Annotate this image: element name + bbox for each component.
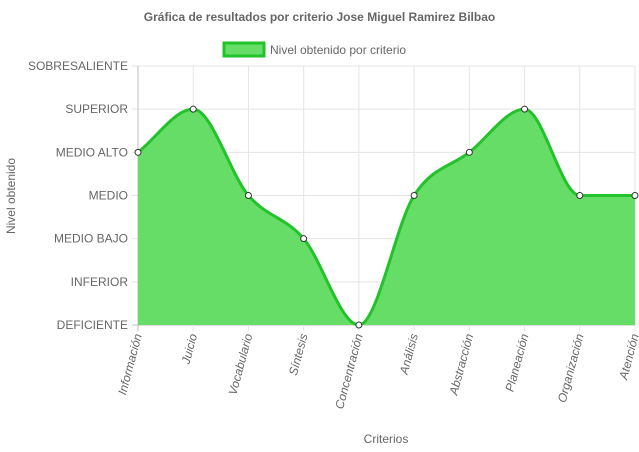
data-point-7[interactable] [521,105,529,113]
y-tick-label: MEDIO BAJO [54,232,128,246]
y-tick-label: SOBRESALIENTE [28,59,128,73]
x-tick-label: Organización [555,332,587,404]
y-tick-label: SUPERIOR [65,102,128,116]
y-axis-title: Nivel obtenido [4,158,18,234]
data-point-6[interactable] [465,148,473,156]
data-point-4[interactable] [355,321,363,329]
x-tick-label: Información [115,332,145,396]
series-area-fill [138,109,635,326]
data-point-3[interactable] [300,235,308,243]
y-tick-label: DEFICIENTE [57,318,128,332]
x-tick-label: Análisis [397,332,421,377]
y-tick-label: MEDIO [89,189,128,203]
x-tick-label: Abstracción [446,332,476,397]
y-axis-ticks: DEFICIENTE INFERIOR MEDIO BAJO MEDIO MEDIO A… [28,59,128,332]
data-point-0[interactable] [134,148,142,156]
x-tick-label: Síntesis [286,332,311,377]
y-tick-label: INFERIOR [71,275,129,289]
series-line [137,107,635,327]
data-point-2[interactable] [244,192,252,199]
x-tick-label: Planeación [503,332,532,393]
chart-title: Gráfica de resultados por criterio Jose … [144,10,495,24]
data-points [134,105,639,329]
data-point-8[interactable] [576,192,584,199]
x-tick-label: Vocabulario [226,332,256,397]
data-point-1[interactable] [189,105,197,113]
legend-swatch [222,41,266,58]
legend-label: Nivel obtenido por criterio [270,43,406,57]
data-point-5[interactable] [410,192,418,199]
x-tick-label: Juicio [178,332,200,367]
x-axis-ticks: Información Juicio Vocabulario Síntesis Conc… [115,332,639,411]
data-point-9[interactable] [631,192,639,199]
legend[interactable]: Nivel obtenido por criterio [222,41,406,58]
y-tick-label: MEDIO ALTO [56,145,128,159]
x-tick-label: Atención [616,332,639,382]
x-tick-label: Concentración [332,332,366,411]
series-area [137,107,635,327]
x-axis-title: Criterios [364,432,409,446]
